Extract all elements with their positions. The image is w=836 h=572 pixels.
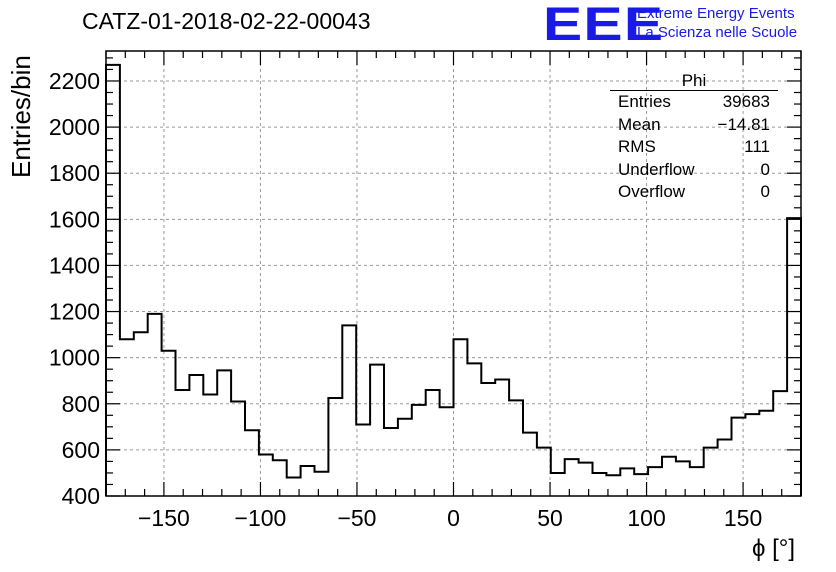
y-tick-labels: 400 600 800 1000 1200 1400 1600 1800 2000 2200 <box>49 68 100 509</box>
x-tick-label: 150 <box>724 505 762 531</box>
stats-value: 111 <box>744 137 770 156</box>
stats-box: Phi Entries 39683 Mean −14.81 RMS 111 Under… <box>610 71 778 204</box>
y-tick-label: 1000 <box>49 345 100 371</box>
stats-value: −14.81 <box>717 114 770 134</box>
y-tick-label: 1400 <box>49 252 100 278</box>
x-tick-labels: −150 −100 −50 0 50 100 150 <box>138 505 762 531</box>
stats-row-underflow: Underflow 0 <box>610 159 778 182</box>
x-tick-label: 100 <box>627 505 665 531</box>
stats-row-mean: Mean −14.81 <box>610 114 778 137</box>
brand-line-2: La Scienza nelle Scuole <box>637 24 798 41</box>
eee-logo: EEE <box>543 0 665 50</box>
x-tick-label: −50 <box>337 505 376 531</box>
brand-line-1: Extreme Energy Events <box>637 5 795 22</box>
y-tick-label: 600 <box>62 437 100 463</box>
stats-label: Mean <box>618 114 661 134</box>
x-tick-label: 0 <box>447 505 460 531</box>
grid-lines <box>106 51 801 496</box>
x-tick-label: −150 <box>138 505 190 531</box>
chart-title: CATZ-01-2018-02-22-00043 <box>82 8 371 34</box>
y-tick-label: 1600 <box>49 206 100 232</box>
y-tick-label: 2000 <box>49 114 100 140</box>
histogram-step-line <box>105 63 802 496</box>
stats-value: 39683 <box>722 92 770 111</box>
x-axis-label: ϕ [°] <box>752 535 796 562</box>
stats-value: 0 <box>760 182 770 201</box>
stats-label: Underflow <box>618 159 695 179</box>
axis-ticks <box>105 51 802 497</box>
stats-label: Entries <box>618 92 671 111</box>
y-tick-label: 400 <box>62 483 100 509</box>
stats-row-entries: Entries 39683 <box>610 91 778 114</box>
y-tick-label: 2200 <box>49 68 100 94</box>
stats-label: Overflow <box>618 182 686 201</box>
stats-value: 0 <box>760 159 770 179</box>
y-tick-label: 1800 <box>49 160 100 186</box>
stats-label: RMS <box>618 137 656 156</box>
x-tick-label: −100 <box>235 505 287 531</box>
y-tick-label: 1200 <box>49 299 100 325</box>
stats-row-overflow: Overflow 0 <box>610 181 778 204</box>
x-tick-label: 50 <box>537 505 563 531</box>
y-axis-label: Entries/bin <box>6 55 36 178</box>
stats-box-title: Phi <box>610 71 778 91</box>
stats-row-rms: RMS 111 <box>610 136 778 159</box>
y-tick-label: 800 <box>62 391 100 417</box>
